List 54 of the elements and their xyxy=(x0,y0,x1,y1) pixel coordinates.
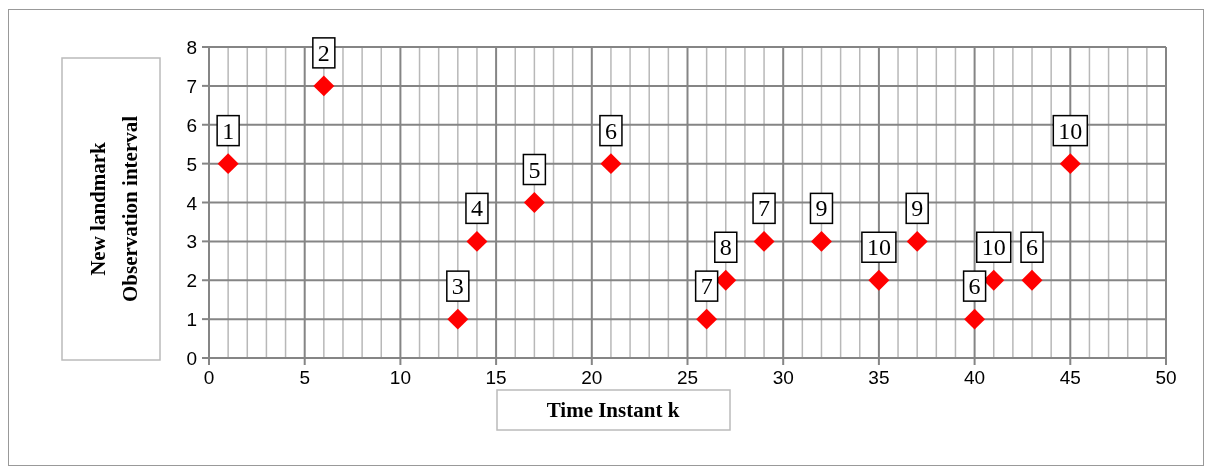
point xyxy=(696,308,718,330)
annotation: 6 xyxy=(968,273,981,300)
point xyxy=(1059,153,1081,175)
annotation: 6 xyxy=(1026,234,1039,261)
annotation: 3 xyxy=(451,273,464,300)
y-tick-label: 3 xyxy=(186,231,197,253)
y-axis-title: New landmark Observation interval xyxy=(86,115,142,303)
y-tick-label: 4 xyxy=(186,192,198,214)
x-tick-label: 30 xyxy=(772,367,794,388)
point xyxy=(983,269,1005,291)
annotation: 9 xyxy=(911,195,924,222)
x-tick-label: 40 xyxy=(964,367,986,388)
point xyxy=(466,230,488,252)
point xyxy=(964,308,986,330)
annotation: 10 xyxy=(1058,117,1083,144)
x-tick-label: 10 xyxy=(389,367,411,388)
annotation: 7 xyxy=(758,195,771,222)
point xyxy=(217,153,239,175)
annotation: 7 xyxy=(700,273,713,300)
point xyxy=(523,192,545,213)
y-tick-label: 6 xyxy=(186,114,197,136)
point xyxy=(753,230,775,252)
x-tick-label: 0 xyxy=(203,367,215,388)
x-tick-label: 45 xyxy=(1059,367,1081,388)
annotation: 5 xyxy=(528,156,541,183)
y-tick-label: 5 xyxy=(186,153,197,175)
x-axis-title: Time Instant k xyxy=(546,398,680,422)
point xyxy=(1021,269,1043,291)
point xyxy=(810,230,832,252)
point xyxy=(313,75,335,97)
x-tick-label: 35 xyxy=(868,367,890,388)
y-tick-label: 7 xyxy=(186,75,197,97)
annotation: 6 xyxy=(604,117,617,144)
annotation: 1 xyxy=(222,117,235,144)
x-tick-label: 5 xyxy=(299,367,310,388)
x-tick-label: 15 xyxy=(485,367,507,388)
y-tick-label: 0 xyxy=(186,348,197,369)
annotation: 10 xyxy=(866,234,891,261)
annotation: 8 xyxy=(719,234,732,261)
x-tick-label: 20 xyxy=(581,367,603,388)
annotation: 10 xyxy=(981,234,1006,261)
point xyxy=(868,269,890,291)
point xyxy=(447,308,469,330)
annotation: 9 xyxy=(815,195,828,222)
y-tick-label: 2 xyxy=(186,270,197,292)
annotation: 4 xyxy=(470,195,483,222)
annotation: 2 xyxy=(317,39,330,66)
point xyxy=(715,269,737,291)
y-tick-label: 8 xyxy=(186,37,197,58)
point xyxy=(906,230,928,252)
point xyxy=(600,153,622,175)
x-tick-label: 50 xyxy=(1155,367,1177,388)
x-tick-label: 25 xyxy=(676,367,699,388)
y-tick-label: 1 xyxy=(186,309,197,331)
